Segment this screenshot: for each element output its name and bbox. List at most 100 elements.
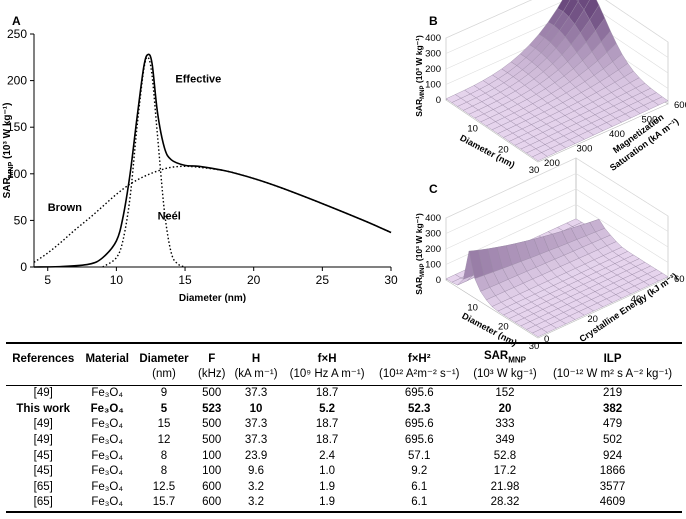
z-tick-label: 400 [425,213,441,224]
table-cell: 37.3 [244,434,268,447]
table-cell: 924 [602,449,623,462]
table-row: [49] Fe₃O₄ 9 500 37.3 18.7 695.6 152 219 [6,386,682,402]
table-cell: 18.7 [315,434,339,447]
table-cell: 523 [202,402,222,415]
table-cell: 12.5 [152,480,176,493]
x-tick-label: 25 [316,273,330,287]
y-tick-label: 500 [642,115,658,126]
table-cell: 6.1 [411,480,428,493]
series-brown-line [33,165,392,263]
table-cell: Fe₃O₄ [91,480,124,493]
table-cell: 500 [202,418,222,431]
table-cell: 9.6 [248,465,265,478]
y-tick-label: 0 [544,334,549,345]
y-tick-label: 40 [631,294,642,305]
x-tick-label: 20 [498,144,509,155]
panel-c-label: C [429,182,438,196]
y-tick-label: 200 [7,74,27,88]
x-tick-label: 20 [498,322,509,333]
table-cell: 3.2 [229,495,283,514]
table-cell: 1866 [599,465,626,478]
table-cell: 695.6 [404,387,434,400]
surface-mesh [445,218,669,338]
header-ilp: ILP [543,341,682,367]
table-cell: 349 [495,434,515,447]
table-cell: 18.7 [315,418,339,431]
y-tick-label: 60 [674,274,685,285]
series-effective-line [33,53,392,268]
x-tick-label: 15 [178,273,192,287]
table-cell: 9 [160,387,168,400]
table-cell: Fe₃O₄ [91,434,124,447]
table-cell: 8 [160,449,168,462]
table-cell: 28.32 [466,495,544,514]
x-tick-label: 5 [44,273,51,287]
header-material: Material [80,341,134,367]
table-cell: 152 [495,387,515,400]
table-cell: Fe₃O₄ [80,495,134,514]
table-cell: 2.4 [319,449,336,462]
table-cell: [45] [33,465,53,478]
x-tick-label: 10 [467,302,478,313]
table-cell: 21.98 [490,480,520,493]
y-tick-label: 50 [14,213,28,227]
table-cell: Fe₃O₄ [91,449,124,462]
x-tick-label: 30 [384,273,398,287]
table-cell: This work [16,402,71,415]
table-cell: 382 [602,402,623,415]
table-cell: Fe₃O₄ [90,402,124,415]
table-cell: 479 [602,418,623,431]
surface-cell [531,328,548,338]
table-cell: 500 [202,434,222,447]
table-cell: 500 [202,387,222,400]
z-tick-label: 100 [425,260,441,271]
table-row: [65] Fe₃O₄ 15.7 600 3.2 1.9 6.1 28.32 4609 [6,495,682,514]
table-cell: 5.2 [319,402,336,415]
header-diameter-unit: (nm) [133,366,194,387]
table-cell: 23.9 [244,449,268,462]
header-diameter: Diameter [133,341,194,367]
table-cell: 3.2 [248,480,265,493]
table-cell: 37.3 [244,387,268,400]
z-tick-label: 200 [425,64,441,75]
table-cell: 20 [498,402,512,415]
table-cell: 8 [160,465,168,478]
table-cell: 1.0 [319,465,336,478]
x-tick-label: 30 [529,165,540,176]
table-row: [49] Fe₃O₄ 12 500 37.3 18.7 695.6 349 502 [6,433,682,449]
header-references-unit [6,366,81,387]
header-fxh-unit: (10⁹ Hz A m⁻¹) [282,366,372,387]
table-row: [49] Fe₃O₄ 15 500 37.3 18.7 695.6 333 479 [6,417,682,433]
z-tick-label: 0 [436,275,441,286]
y-tick-label: 600 [674,100,686,111]
header-ilp-unit: (10⁻¹² W m² s A⁻² kg⁻¹) [543,366,682,387]
table-cell: 219 [602,387,623,400]
table-row: [65] Fe₃O₄ 12.5 600 3.2 1.9 6.1 21.98 3577 [6,480,682,496]
table-cell: 695.6 [404,418,434,431]
z-tick-label: 300 [425,229,441,240]
table-cell: Fe₃O₄ [91,387,124,400]
table-cell: 1.9 [282,495,372,514]
table-cell: [65] [33,480,53,493]
annotation-neel: Neél [158,210,181,222]
y-axis-label: SARMNP (10³ W kg⁻¹) [2,103,15,199]
table-cell: 57.1 [408,449,431,462]
table-cell: 1.9 [319,480,336,493]
table-cell: 4609 [543,495,682,514]
table-cell: 333 [495,418,515,431]
z-tick-label: 0 [436,95,441,106]
panel-b-label: B [429,14,438,28]
table-row: [45] Fe₃O₄ 8 100 23.9 2.4 57.1 52.8 924 [6,449,682,465]
table-cell: 100 [202,465,222,478]
x-tick-label: 10 [467,124,478,135]
y-tick-label: 200 [544,158,560,169]
surface-cell [531,152,548,162]
table-cell: 12 [157,434,171,447]
table-body: [49] Fe₃O₄ 9 500 37.3 18.7 695.6 152 219 This wor… [6,386,682,514]
table-row: [45] Fe₃O₄ 8 100 9.6 1.0 9.2 17.2 1866 [6,464,682,480]
panel-a-label: A [12,14,21,28]
y-tick-label: 250 [7,27,27,41]
table-cell: [49] [33,387,53,400]
header-sar-unit: (10³ W kg⁻¹) [466,366,544,387]
y-tick-label: 150 [7,120,27,134]
